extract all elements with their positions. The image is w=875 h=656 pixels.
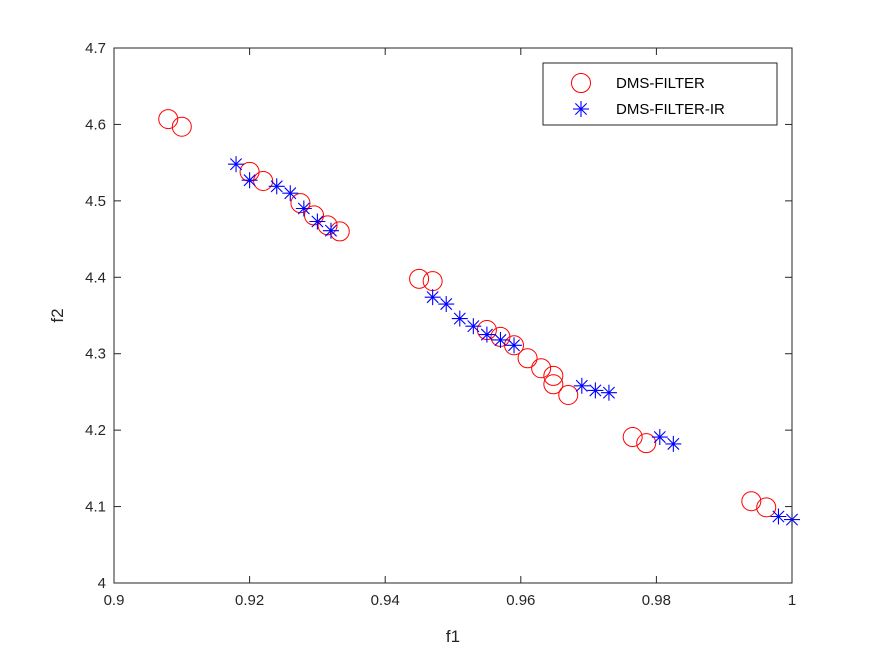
x-axis-label: f1 [446,627,460,646]
data-point-circle [756,497,777,518]
data-point-asterisk [651,429,668,446]
data-point-circle [543,365,564,386]
y-tick-label: 4.6 [85,116,106,133]
y-tick-label: 4.2 [85,422,106,439]
x-tick-label: 0.98 [642,592,671,609]
data-point-circle [543,374,564,395]
data-point-asterisk [600,384,617,401]
data-point-asterisk [309,213,326,230]
data-point-asterisk [770,508,787,525]
y-tick-label: 4.7 [85,40,106,57]
data-point-circle [622,427,643,448]
data-point-asterisk [241,172,258,189]
legend-entry-dms-filter-ir: DMS-FILTER-IR [616,101,725,118]
y-axis-label: f2 [48,308,67,322]
y-tick-label: 4.4 [85,269,106,286]
axes-box [113,47,793,584]
data-point-asterisk [465,318,482,335]
data-point-circle [158,109,179,130]
legend-marker-circle [571,73,591,93]
y-tick-label: 4.3 [85,346,106,363]
legend-entry-dms-filter: DMS-FILTER [616,75,705,92]
legend: DMS-FILTER DMS-FILTER-IR [542,62,778,126]
tick-labels: 0.9 0.92 0.94 0.96 0.98 1 4 4.1 4.2 4.3 4.4 4.5 4.6 4… [85,40,796,609]
data-point-asterisk [295,200,312,217]
data-point-asterisk [478,326,495,343]
y-tick-label: 4.5 [85,193,106,210]
plot-area [114,48,792,583]
data-marks [158,109,800,528]
plot-background [114,48,792,583]
data-point-circle [636,433,657,454]
data-point-circle [531,358,552,379]
x-tick-label: 0.9 [104,592,125,609]
data-point-circle [517,348,538,369]
x-tick-label: 1 [788,592,796,609]
data-point-asterisk [587,382,604,399]
data-point-asterisk [492,331,509,348]
data-point-circle [558,384,579,405]
x-tick-label: 0.94 [371,592,400,609]
data-point-asterisk [268,178,285,195]
data-point-circle [171,116,192,137]
legend-marker-asterisk [573,101,589,117]
x-tick-label: 0.96 [506,592,535,609]
x-tick-label: 0.92 [235,592,264,609]
data-point-asterisk [665,435,682,452]
data-point-circle [409,268,430,289]
y-tick-label: 4.1 [85,499,106,516]
data-point-circle [253,170,274,191]
legend-circle-icon [571,73,591,93]
data-point-asterisk [506,337,523,354]
data-point-asterisk [322,222,339,239]
data-point-asterisk [573,377,590,394]
data-point-circle [504,335,525,356]
series-0 [158,109,777,518]
data-point-asterisk [424,289,441,306]
data-point-asterisk [438,296,455,313]
data-point-asterisk [228,156,245,173]
data-point-circle [741,491,762,512]
data-point-asterisk [451,310,468,327]
data-point-asterisk [282,185,299,202]
legend-asterisk-icon [573,101,589,117]
y-tick-label: 4 [98,575,106,592]
